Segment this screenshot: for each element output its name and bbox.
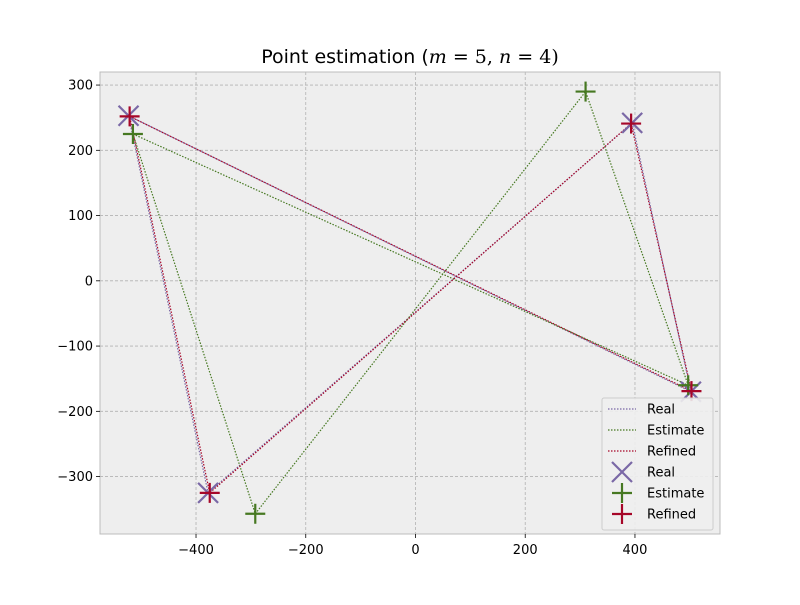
legend-label: Estimate (647, 424, 704, 439)
data-point-estimate (575, 81, 596, 102)
chart-title: Point estimation (m = 5, n = 4) (261, 46, 558, 68)
legend: Real Estimate Refined Real Estimate Refined (601, 397, 714, 531)
legend-label: Real (647, 403, 675, 418)
data-point-estimate (245, 503, 266, 524)
axis-ticks: −400 −200 0 200 400 −300 −200 −100 0 100 200 300 (57, 79, 647, 558)
legend-item-line-refined: Refined (608, 445, 696, 460)
y-tick-label: 200 (68, 144, 93, 159)
legend-marker-swatch (612, 483, 632, 503)
legend-label: Refined (647, 508, 696, 523)
title-n-var: n (499, 46, 511, 68)
series-markers (117, 81, 702, 524)
series-line-refined (129, 115, 693, 495)
legend-label: Estimate (647, 487, 704, 502)
series-lines (127, 90, 693, 516)
data-point-estimate (122, 123, 143, 144)
x-tick-label: 0 (411, 543, 419, 558)
x-tick-label: 400 (623, 543, 648, 558)
x-tick-label: −200 (288, 543, 324, 558)
plot-frame (99, 71, 721, 535)
legend-item-marker-refined: Refined (612, 504, 696, 524)
legend-item-marker-real: Real (611, 461, 675, 483)
legend-item-line-real: Real (608, 403, 675, 418)
legend-marker-swatch (612, 504, 632, 524)
y-tick-label: −300 (57, 470, 93, 485)
title-m-eq: = 5, (447, 46, 499, 68)
title-m-var: m (429, 46, 447, 68)
y-tick-label: 0 (85, 274, 93, 289)
x-tick-label: 200 (513, 543, 538, 558)
legend-marker-swatch (611, 461, 633, 483)
y-tick-label: 100 (68, 209, 93, 224)
data-point-refined (621, 113, 642, 134)
title-prefix: Point estimation ( (261, 46, 429, 68)
series-line-real (127, 115, 692, 495)
title-n-eq: = 4) (511, 46, 559, 68)
y-tick-label: 300 (68, 79, 93, 94)
data-point-refined (199, 482, 220, 503)
legend-label: Real (647, 466, 675, 481)
y-tick-label: −100 (57, 340, 93, 355)
legend-label: Refined (647, 445, 696, 460)
series-line-estimate (132, 90, 690, 516)
data-point-refined (119, 106, 140, 127)
legend-item-line-estimate: Estimate (608, 424, 704, 439)
y-tick-label: −200 (57, 405, 93, 420)
legend-box (601, 397, 714, 531)
x-tick-label: −400 (178, 543, 214, 558)
legend-item-marker-estimate: Estimate (612, 483, 704, 503)
